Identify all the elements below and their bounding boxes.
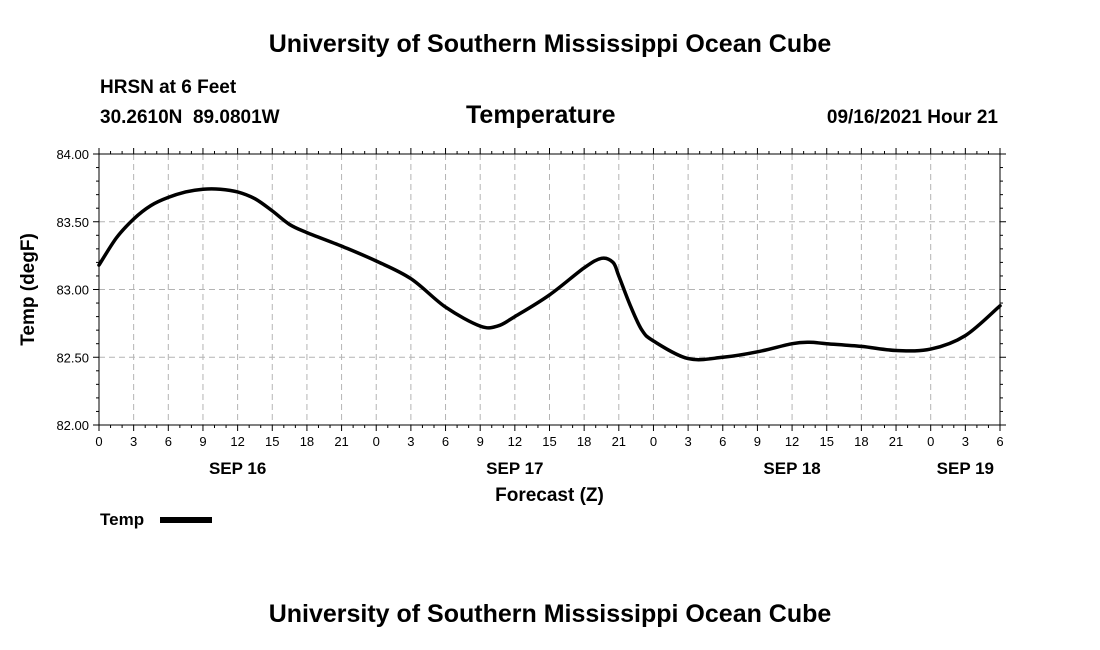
chart-title: University of Southern Mississippi Ocean… — [268, 30, 832, 58]
x-tick-label: 21 — [889, 434, 903, 449]
x-tick-label: 18 — [300, 434, 314, 449]
grid-lines — [98, 153, 1001, 426]
x-tick-label: 3 — [962, 434, 969, 449]
x-day-label: SEP 19 — [937, 459, 994, 478]
x-tick-label: 18 — [577, 434, 591, 449]
y-axis-title: Temp (degF) — [18, 233, 39, 346]
series-line-temp — [97, 187, 1002, 362]
footer-title: University of Southern Mississippi Ocean… — [268, 600, 832, 628]
x-tick-label: 21 — [334, 434, 348, 449]
x-tick-label: 0 — [927, 434, 934, 449]
x-tick-label: 6 — [719, 434, 726, 449]
x-tick-label: 6 — [996, 434, 1003, 449]
x-axis-title: Forecast (Z) — [495, 485, 604, 506]
x-tick-label: 12 — [508, 434, 522, 449]
x-tick-label: 6 — [165, 434, 172, 449]
x-tick-label: 9 — [477, 434, 484, 449]
x-tick-label: 18 — [854, 434, 868, 449]
y-tick-label: 82.00 — [56, 418, 89, 433]
forecast-timestamp: 09/16/2021 Hour 21 — [826, 107, 998, 128]
x-tick-label: 15 — [265, 434, 279, 449]
x-tick-label: 3 — [130, 434, 137, 449]
x-tick-label: 21 — [612, 434, 626, 449]
x-tick-label: 9 — [199, 434, 206, 449]
x-tick-label: 12 — [785, 434, 799, 449]
station-label: HRSN at 6 Feet — [100, 77, 237, 98]
axis-ticks — [93, 148, 1006, 431]
y-tick-label: 83.00 — [56, 283, 89, 298]
x-tick-label: 3 — [407, 434, 414, 449]
x-tick-label: 12 — [230, 434, 244, 449]
x-tick-label: 0 — [95, 434, 102, 449]
legend-label: Temp — [100, 510, 144, 529]
y-tick-label: 84.00 — [56, 147, 89, 162]
x-tick-label: 15 — [542, 434, 556, 449]
x-day-label: SEP 18 — [763, 459, 820, 478]
station-coordinates: 30.2610N 89.0801W — [100, 107, 280, 128]
x-tick-label: 9 — [754, 434, 761, 449]
x-tick-label: 0 — [373, 434, 380, 449]
x-tick-label: 6 — [442, 434, 449, 449]
x-tick-label: 0 — [650, 434, 657, 449]
x-day-label: SEP 17 — [486, 459, 543, 478]
plot-frame — [98, 153, 1001, 426]
x-tick-label: 15 — [819, 434, 833, 449]
y-tick-label: 82.50 — [56, 350, 89, 365]
variable-title: Temperature — [466, 101, 616, 129]
tick-labels: 82.00 82.50 83.00 83.50 84.00 0 3 6 9 12 15 18 21 0 3 6… — [56, 147, 1003, 478]
x-day-label: SEP 16 — [209, 459, 266, 478]
x-tick-label: 3 — [684, 434, 691, 449]
y-tick-label: 83.50 — [56, 215, 89, 230]
